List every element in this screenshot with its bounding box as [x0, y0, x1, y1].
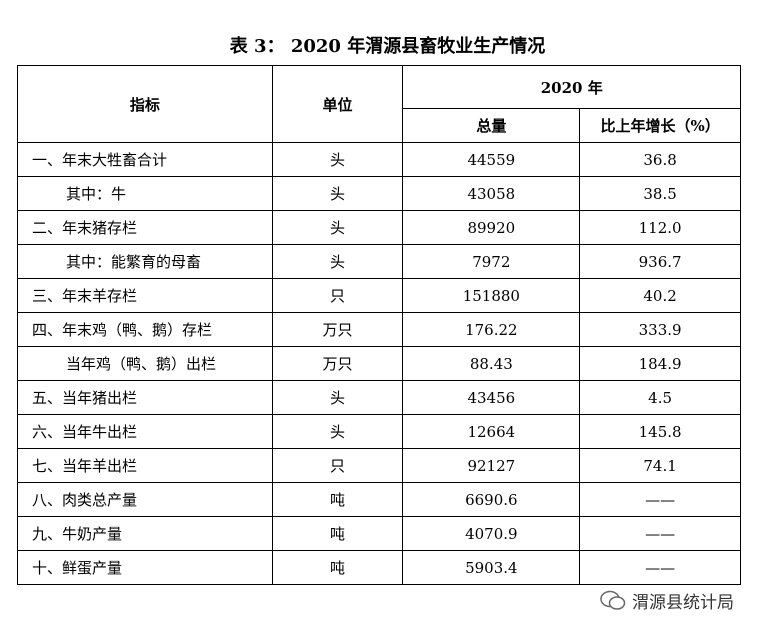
table-cell: 头 — [271, 210, 404, 245]
table: 指标 单位 2020 年 总量 比上年增长（%） 一、年末大牲畜合计头 44559 36.… — [17, 65, 741, 585]
table-row: 四、年末鸡（鸭、鹅）存栏 万只 176.22 333.9 — [17, 312, 741, 347]
watermark: 渭源县统计局 — [600, 588, 734, 613]
table-cell: 6690.6 — [402, 482, 581, 517]
table-cell: 38.5 — [579, 176, 741, 211]
table-cell: 吨 — [271, 516, 404, 551]
table-cell: 40.2 — [579, 278, 741, 313]
table-cell: 四、年末鸡（鸭、鹅）存栏 — [17, 312, 273, 347]
table-cell: 头 — [271, 244, 404, 279]
table-cell: 三、年末羊存栏 — [17, 278, 273, 313]
table-cell: 其中：能繁育的母畜 — [17, 244, 273, 279]
table-row: 其中：能繁育的母畜头 7972 936.7 — [17, 244, 741, 279]
table-cell: 吨 — [271, 550, 404, 585]
table-cell: 八、肉类总产量 — [17, 482, 273, 517]
header-cell: 总量 — [402, 108, 581, 143]
table-cell: —— — [579, 550, 741, 585]
wechat-icon — [600, 590, 626, 610]
table-cell: 当年鸡（鸭、鹅）出栏 — [17, 346, 273, 381]
table-cell: 176.22 — [402, 312, 581, 347]
header-cell: 2020 年 — [402, 65, 741, 109]
table-row: 九、牛奶产量吨 4070.9 —— — [17, 516, 741, 551]
table-row: 六、当年牛出栏头 12664 145.8 — [17, 414, 741, 449]
table-cell: 头 — [271, 414, 404, 449]
table-cell: —— — [579, 516, 741, 551]
table-cell: 头 — [271, 176, 404, 211]
table-cell: 44559 — [402, 142, 581, 177]
table-cell: 万只 — [271, 312, 404, 347]
table-cell: 其中：牛 — [17, 176, 273, 211]
table-row: 二、年末猪存栏头 89920 112.0 — [17, 210, 741, 245]
title: 表 3： 2020 年渭源县畜牧业生产情况 — [229, 36, 546, 57]
table-cell: 二、年末猪存栏 — [17, 210, 273, 245]
table-cell: 333.9 — [579, 312, 741, 347]
table-cell: 万只 — [271, 346, 404, 381]
table-cell: 5903.4 — [402, 550, 581, 585]
table-cell: 一、年末大牲畜合计 — [17, 142, 273, 177]
table-cell: 88.43 — [402, 346, 581, 381]
table-cell: 7972 — [402, 244, 581, 279]
table-cell: 只 — [271, 278, 404, 313]
table-cell: 43456 — [402, 380, 581, 415]
table-cell: 4.5 — [579, 380, 741, 415]
table-cell: 43058 — [402, 176, 581, 211]
table-cell: 十、鲜蛋产量 — [17, 550, 273, 585]
table-cell: 七、当年羊出栏 — [17, 448, 273, 483]
table-row: 一、年末大牲畜合计头 44559 36.8 — [17, 142, 741, 177]
table-cell: 112.0 — [579, 210, 741, 245]
table-row: 八、肉类总产量吨 6690.6 —— — [17, 482, 741, 517]
table-cell: 145.8 — [579, 414, 741, 449]
table-cell: 九、牛奶产量 — [17, 516, 273, 551]
table-cell: 12664 — [402, 414, 581, 449]
table-cell: 184.9 — [579, 346, 741, 381]
table-cell: 五、当年猪出栏 — [17, 380, 273, 415]
table-cell: 36.8 — [579, 142, 741, 177]
table-row: 十、鲜蛋产量吨 5903.4 —— — [17, 550, 741, 585]
table-row: 其中：牛头 43058 38.5 — [17, 176, 741, 211]
table-row: 三、年末羊存栏只 151880 40.2 — [17, 278, 741, 313]
table-cell: 头 — [271, 380, 404, 415]
table-cell: 151880 — [402, 278, 581, 313]
table-cell: 936.7 — [579, 244, 741, 279]
table-cell: 头 — [271, 142, 404, 177]
header-cell: 指标 — [17, 65, 273, 143]
table-cell: 六、当年牛出栏 — [17, 414, 273, 449]
table-cell: 74.1 — [579, 448, 741, 483]
table-cell: 92127 — [402, 448, 581, 483]
table-cell: 89920 — [402, 210, 581, 245]
table-cell: 只 — [271, 448, 404, 483]
watermark-text: 渭源县统计局 — [632, 593, 734, 613]
table-cell: 4070.9 — [402, 516, 581, 551]
table-cell: —— — [579, 482, 741, 517]
header-cell: 比上年增长（%） — [579, 108, 741, 143]
table-row: 五、当年猪出栏头 43456 4.5 — [17, 380, 741, 415]
table-row: 七、当年羊出栏只 92127 74.1 — [17, 448, 741, 483]
header-cell: 单位 — [271, 65, 404, 143]
table-row: 当年鸡（鸭、鹅）出栏 万只 88.43 184.9 — [17, 346, 741, 381]
table-cell: 吨 — [271, 482, 404, 517]
